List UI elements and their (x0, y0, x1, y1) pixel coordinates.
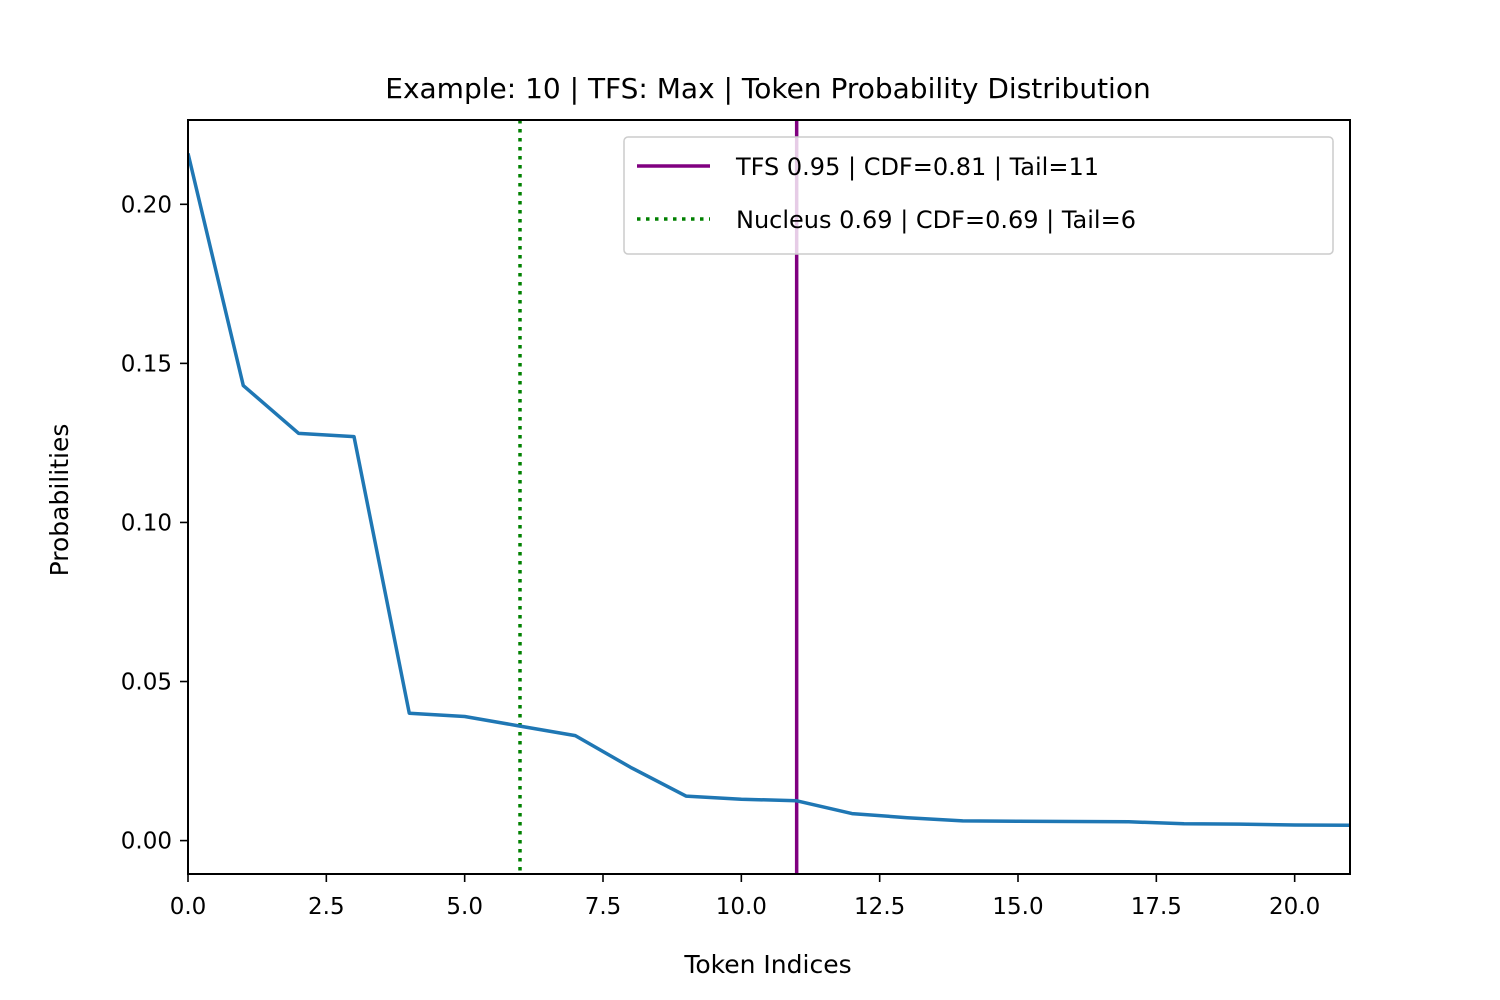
x-tick-label: 10.0 (716, 894, 767, 920)
y-axis: 0.00 0.05 0.10 0.15 0.20 (121, 192, 188, 855)
y-tick-label: 0.20 (121, 192, 172, 218)
x-tick-label: 5.0 (446, 894, 483, 920)
y-tick-label: 0.15 (121, 351, 172, 377)
x-tick-label: 0.0 (170, 894, 207, 920)
x-tick-label: 2.5 (308, 894, 345, 920)
legend: TFS 0.95 | CDF=0.81 | Tail=11 Nucleus 0.6… (623, 136, 1334, 255)
x-tick-label: 15.0 (992, 894, 1043, 920)
plot-frame (187, 119, 1351, 875)
legend-box (623, 136, 1334, 255)
y-tick-label: 0.00 (121, 829, 172, 855)
x-axis-label: Token Indices (683, 950, 851, 979)
y-tick-label: 0.10 (121, 510, 172, 536)
legend-label: TFS 0.95 | CDF=0.81 | Tail=11 (735, 153, 1099, 181)
y-tick-label: 0.05 (121, 670, 172, 696)
series-line (188, 152, 1350, 828)
y-axis-label: Probabilities (45, 424, 74, 577)
chart-title: Example: 10 | TFS: Max | Token Probabili… (385, 72, 1150, 105)
x-tick-label: 20.0 (1269, 894, 1320, 920)
x-tick-label: 7.5 (585, 894, 622, 920)
x-tick-label: 17.5 (1131, 894, 1182, 920)
legend-label: Nucleus 0.69 | CDF=0.69 | Tail=6 (736, 206, 1136, 234)
x-tick-label: 12.5 (854, 894, 905, 920)
x-axis: 0.0 2.5 5.0 7.5 10.0 12.5 15.0 17.5 20.0 (170, 874, 1320, 920)
